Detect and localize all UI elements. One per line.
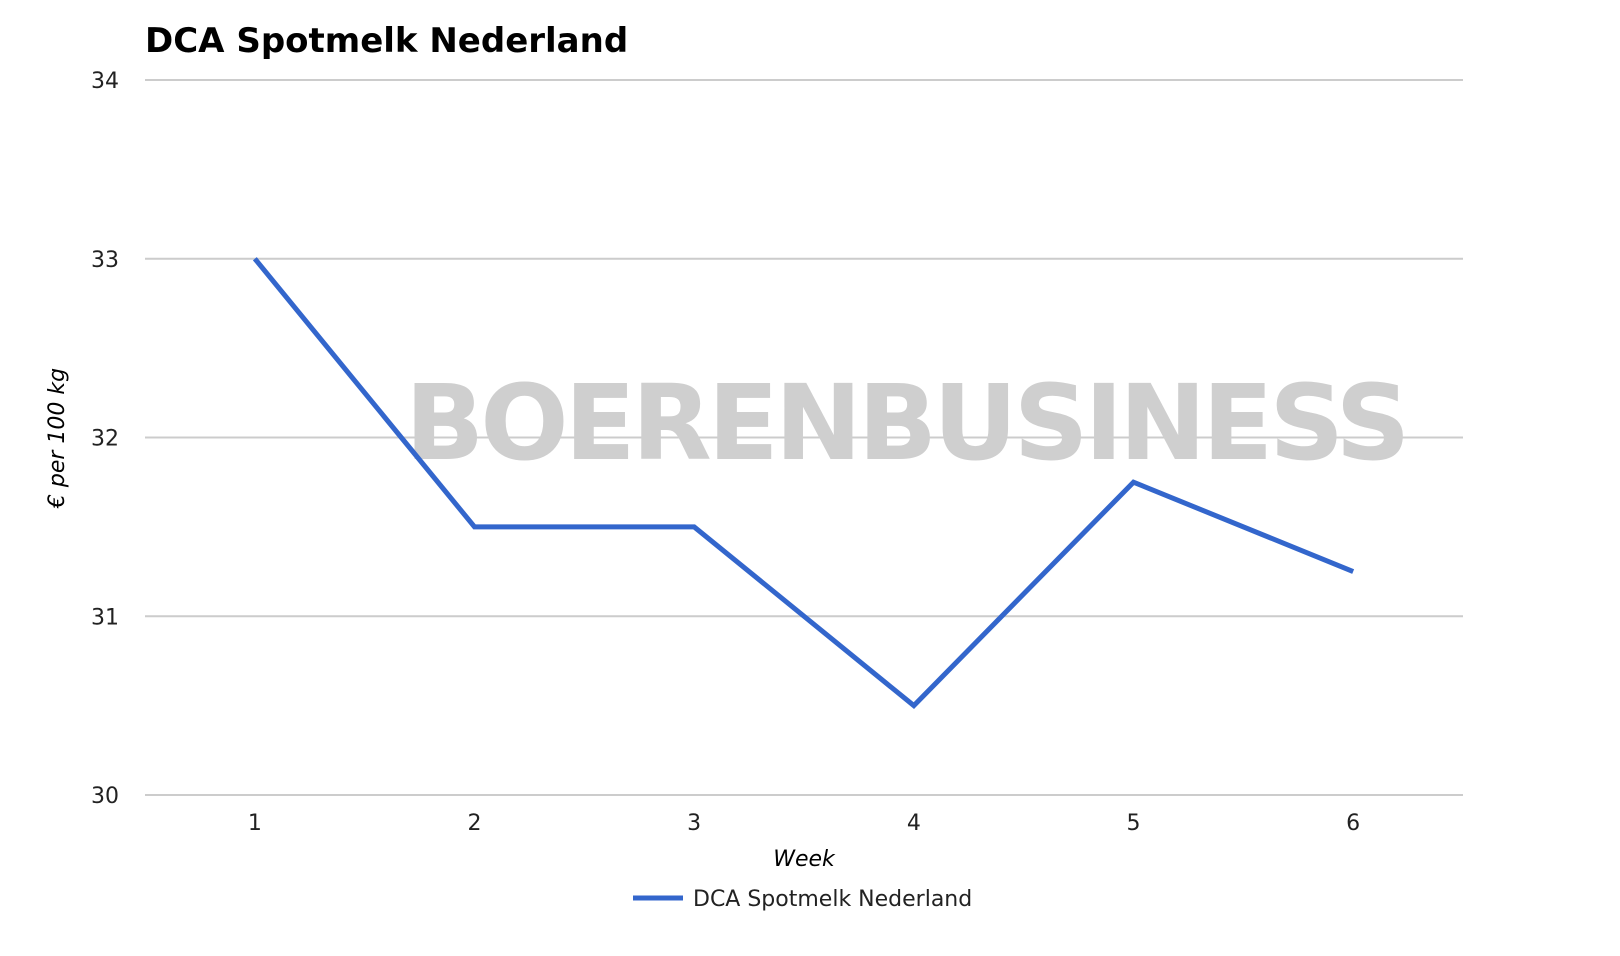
x-tick-label: 3	[687, 811, 701, 836]
y-tick-label: 31	[91, 605, 119, 630]
x-tick-label: 5	[1127, 811, 1141, 836]
legend-label: DCA Spotmelk Nederland	[693, 887, 972, 912]
series-line	[252, 257, 1355, 710]
y-axis-label: € per 100 kg	[45, 368, 70, 509]
y-tick-label: 32	[91, 427, 119, 452]
chart-title: DCA Spotmelk Nederland	[145, 21, 628, 61]
y-tick-label: 30	[91, 784, 119, 809]
x-tick-label: 4	[907, 811, 921, 836]
x-tick-label: 2	[468, 811, 482, 836]
x-tick-label: 1	[248, 811, 262, 836]
y-tick-label: 34	[91, 69, 119, 94]
watermark-logo: BOERENBUSINESS	[405, 362, 1406, 484]
x-axis-label: Week	[773, 847, 836, 872]
y-tick-label: 33	[91, 248, 119, 273]
x-tick-label: 6	[1346, 811, 1360, 836]
